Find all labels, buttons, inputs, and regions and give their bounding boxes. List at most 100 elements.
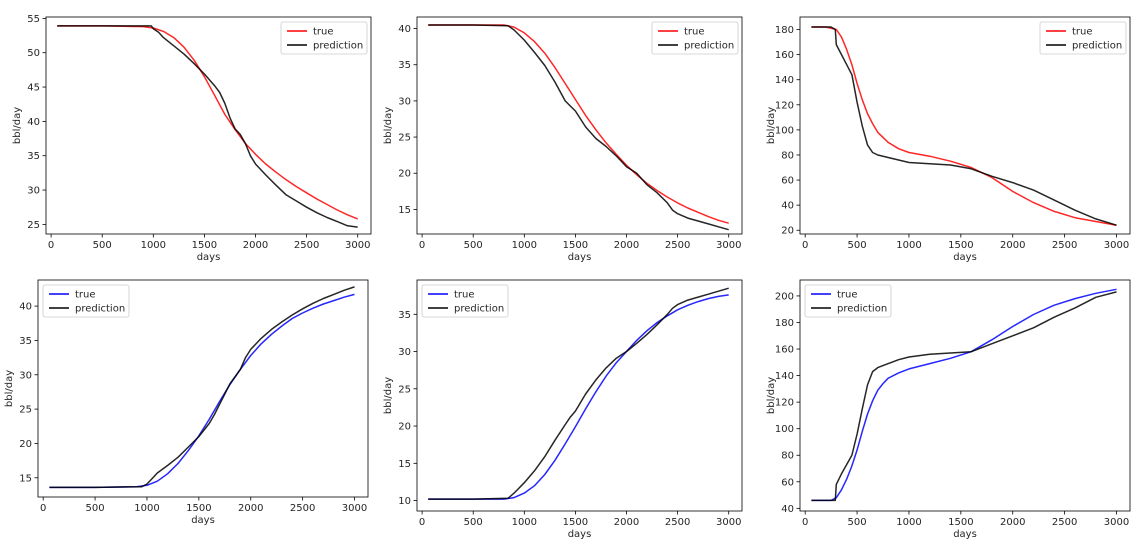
y-tick-label: 15 bbox=[398, 459, 411, 470]
legend-label-prediction: prediction bbox=[837, 304, 887, 315]
legend-label-true: true bbox=[1072, 27, 1093, 38]
y-tick-label: 35 bbox=[398, 310, 411, 321]
x-tick-label: 500 bbox=[464, 240, 483, 251]
y-tick-label: 180 bbox=[775, 318, 794, 329]
x-tick-label: 3000 bbox=[1104, 517, 1129, 528]
x-tick-label: 2500 bbox=[294, 240, 319, 251]
series-line-prediction bbox=[811, 291, 1117, 502]
series-line-prediction bbox=[428, 287, 729, 500]
y-tick-label: 160 bbox=[775, 50, 794, 61]
y-axis-label: bbl/day bbox=[383, 107, 394, 144]
y-axis-label: bbl/day bbox=[766, 107, 777, 144]
legend-label-prediction: prediction bbox=[684, 41, 734, 52]
y-tick-label: 40 bbox=[19, 302, 32, 313]
legend-label-prediction: prediction bbox=[75, 304, 125, 315]
y-tick-label: 15 bbox=[398, 205, 411, 216]
x-axis-label: days bbox=[568, 252, 592, 263]
chart-panel-1: 0 500 1000 1500 2000 2500 3000 25 30 35 40 45 50 55 da… bbox=[12, 14, 372, 263]
x-tick-label: 3000 bbox=[716, 240, 741, 251]
y-tick-label: 40 bbox=[781, 504, 794, 515]
y-tick-label: 50 bbox=[27, 48, 40, 59]
x-tick-label: 1500 bbox=[563, 240, 588, 251]
plot-frame bbox=[799, 16, 1131, 235]
x-tick-label: 1500 bbox=[948, 240, 973, 251]
x-tick-label: 1500 bbox=[948, 517, 973, 528]
y-tick-label: 60 bbox=[781, 176, 794, 187]
x-tick-label: 0 bbox=[419, 517, 425, 528]
x-tick-label: 0 bbox=[802, 517, 808, 528]
legend-label-true: true bbox=[75, 290, 96, 301]
x-tick-label: 1500 bbox=[186, 503, 211, 514]
y-tick-label: 20 bbox=[781, 226, 794, 237]
x-tick-label: 3000 bbox=[716, 517, 741, 528]
series-line-prediction bbox=[428, 24, 729, 231]
x-tick-label: 3000 bbox=[345, 240, 370, 251]
y-tick-label: 100 bbox=[775, 424, 794, 435]
y-tick-label: 40 bbox=[781, 201, 794, 212]
plot-frame bbox=[37, 279, 369, 498]
y-tick-label: 140 bbox=[775, 371, 794, 382]
series-line-prediction bbox=[57, 25, 358, 228]
y-tick-label: 10 bbox=[398, 496, 411, 507]
series-line-true bbox=[428, 24, 729, 224]
legend-box bbox=[804, 284, 892, 318]
legend: true prediction bbox=[42, 284, 130, 318]
legend: true prediction bbox=[651, 21, 739, 55]
series-line-true bbox=[811, 26, 1117, 226]
legend-box bbox=[1039, 21, 1127, 55]
y-axis-label: bbl/day bbox=[12, 107, 23, 144]
x-tick-label: 2000 bbox=[1000, 240, 1025, 251]
x-tick-label: 2000 bbox=[614, 240, 639, 251]
legend: true prediction bbox=[1039, 21, 1127, 55]
x-tick-label: 2000 bbox=[614, 517, 639, 528]
x-tick-label: 1000 bbox=[134, 503, 159, 514]
x-tick-label: 1000 bbox=[512, 517, 537, 528]
x-tick-label: 2500 bbox=[1052, 517, 1077, 528]
x-tick-label: 500 bbox=[848, 240, 867, 251]
x-tick-label: 2000 bbox=[238, 503, 263, 514]
x-axis-label: days bbox=[197, 252, 221, 263]
legend-box bbox=[280, 21, 368, 55]
y-tick-label: 30 bbox=[19, 370, 32, 381]
y-tick-label: 20 bbox=[19, 439, 32, 450]
y-tick-label: 80 bbox=[781, 150, 794, 161]
y-tick-label: 160 bbox=[775, 345, 794, 356]
y-tick-label: 35 bbox=[27, 151, 40, 162]
x-axis-label: days bbox=[953, 252, 977, 263]
chart-panel-5: 0 500 1000 1500 2000 2500 3000 10 15 20 25 30 35 days… bbox=[383, 279, 743, 540]
series-line-true bbox=[428, 294, 729, 500]
y-axis-label: bbl/day bbox=[383, 377, 394, 414]
series-line-true bbox=[49, 293, 355, 489]
y-tick-label: 120 bbox=[775, 398, 794, 409]
legend-label-true: true bbox=[837, 290, 858, 301]
x-tick-label: 1500 bbox=[192, 240, 217, 251]
x-tick-label: 2500 bbox=[665, 240, 690, 251]
legend-label-true: true bbox=[313, 27, 334, 38]
y-tick-label: 30 bbox=[27, 186, 40, 197]
legend-label-prediction: prediction bbox=[313, 41, 363, 52]
legend-box bbox=[42, 284, 130, 318]
y-axis-label: bbl/day bbox=[766, 377, 777, 414]
plot-frame bbox=[45, 16, 372, 235]
y-tick-label: 40 bbox=[398, 24, 411, 35]
y-tick-label: 25 bbox=[19, 405, 32, 416]
x-tick-label: 500 bbox=[464, 517, 483, 528]
x-tick-label: 0 bbox=[419, 240, 425, 251]
y-tick-label: 30 bbox=[398, 347, 411, 358]
y-tick-label: 180 bbox=[775, 25, 794, 36]
x-tick-label: 500 bbox=[86, 503, 105, 514]
x-tick-label: 0 bbox=[48, 240, 54, 251]
x-tick-label: 2000 bbox=[1000, 517, 1025, 528]
y-tick-label: 140 bbox=[775, 75, 794, 86]
y-tick-label: 25 bbox=[398, 133, 411, 144]
legend: true prediction bbox=[280, 21, 368, 55]
legend: true prediction bbox=[421, 284, 509, 318]
y-tick-label: 55 bbox=[27, 14, 40, 25]
series-line-prediction bbox=[49, 286, 355, 489]
plot-frame bbox=[799, 279, 1131, 512]
chart-panel-6: 0 500 1000 1500 2000 2500 3000 40 60 80 100 120 140 1… bbox=[766, 279, 1131, 540]
x-tick-label: 500 bbox=[848, 517, 867, 528]
plot-frame bbox=[416, 16, 743, 235]
legend-box bbox=[421, 284, 509, 318]
y-tick-label: 200 bbox=[775, 291, 794, 302]
